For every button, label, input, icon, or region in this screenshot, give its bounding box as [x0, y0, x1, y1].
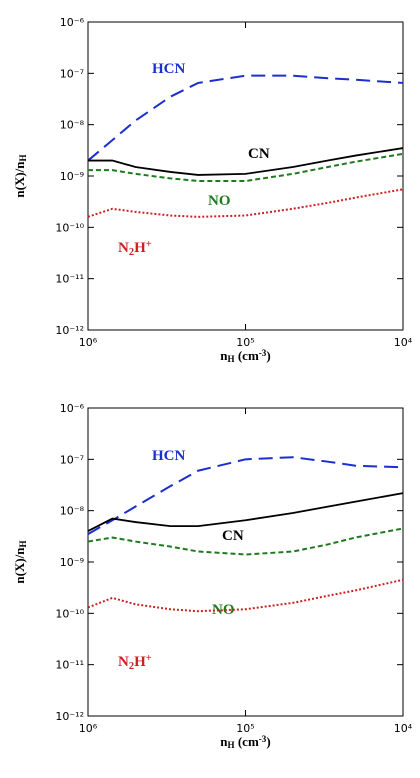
series-label-part: CN: [248, 146, 270, 162]
series-label-part: NO: [212, 602, 235, 618]
series-label: HCN: [152, 448, 186, 464]
x-tick-label: 10⁶: [79, 722, 98, 735]
series-line: [87, 188, 404, 218]
x-tick-label: 10⁴: [394, 722, 413, 735]
x-axis-label: nH (cm-3): [220, 734, 270, 750]
series-label-part: H: [134, 240, 146, 256]
series-line: [87, 527, 404, 556]
series-label: NO: [212, 602, 235, 618]
x-axis-label-part: (cm: [235, 734, 259, 749]
y-tick-label: 10⁻⁶: [60, 402, 85, 415]
x-axis-label-part: -3: [259, 734, 267, 744]
series-line: [87, 74, 404, 162]
y-axis-label-part: H: [18, 540, 28, 547]
y-axis-label-part: H: [18, 154, 28, 161]
series-label: HCN: [152, 61, 186, 77]
y-tick-label: 10⁻⁸: [60, 505, 85, 518]
series-label-part: HCN: [152, 448, 186, 464]
y-tick-label: 10⁻¹²: [55, 324, 84, 337]
x-tick-label: 10⁶: [79, 336, 98, 349]
series-label-part: +: [146, 239, 152, 250]
y-tick-label: 10⁻⁶: [60, 16, 85, 29]
x-tick-label: 10⁴: [394, 336, 413, 349]
series-label: CN: [248, 146, 270, 162]
series-line: [88, 152, 404, 182]
y-tick-label: 10⁻¹¹: [55, 659, 84, 672]
plot-frame: [87, 21, 404, 331]
y-axis-label: n(X)/nH: [12, 540, 28, 583]
y-axis-label-part: n(X)/n: [12, 547, 27, 584]
y-axis-label: n(X)/nH: [12, 154, 28, 197]
y-tick-label: 10⁻¹⁰: [55, 607, 84, 620]
x-axis-label-part: n: [220, 734, 228, 749]
y-tick-label: 10⁻⁷: [60, 453, 84, 466]
x-axis-label: nH (cm-3): [220, 348, 270, 364]
series-label: N2H+: [118, 653, 152, 672]
series-label-part: CN: [222, 528, 244, 544]
series-label-part: N: [118, 654, 129, 670]
series-label-part: HCN: [152, 61, 186, 77]
y-tick-label: 10⁻⁹: [60, 170, 84, 183]
series-label-part: 2: [129, 247, 134, 258]
series-label-part: NO: [208, 193, 231, 209]
x-axis-label-part: H: [228, 354, 235, 364]
x-axis-label-part: n: [220, 348, 228, 363]
series-label: NO: [208, 193, 231, 209]
y-tick-label: 10⁻⁸: [60, 119, 85, 132]
series-label-part: +: [146, 653, 152, 664]
x-axis-label-part: (cm: [235, 348, 259, 363]
series-label-part: H: [134, 654, 146, 670]
series-line: [87, 578, 404, 613]
y-tick-label: 10⁻⁷: [60, 67, 84, 80]
series-line: [87, 456, 404, 535]
x-tick-label: 10⁵: [236, 336, 254, 349]
series-label: CN: [222, 528, 244, 544]
x-axis-label-part: -3: [259, 348, 267, 358]
y-tick-label: 10⁻¹¹: [55, 273, 84, 286]
x-axis-label-part: ): [266, 348, 270, 363]
x-tick-label: 10⁵: [236, 722, 254, 735]
x-axis-label-part: H: [228, 740, 235, 750]
y-tick-label: 10⁻⁹: [60, 556, 84, 569]
series-line: [87, 492, 404, 532]
series-line: [88, 147, 404, 176]
x-axis-label-part: ): [266, 734, 270, 749]
series-label-part: N: [118, 240, 129, 256]
series-label-part: 2: [129, 661, 134, 672]
y-axis-label-part: n(X)/n: [12, 161, 27, 198]
series-label: N2H+: [118, 239, 152, 258]
y-tick-label: 10⁻¹²: [55, 710, 84, 723]
y-tick-label: 10⁻¹⁰: [55, 221, 84, 234]
